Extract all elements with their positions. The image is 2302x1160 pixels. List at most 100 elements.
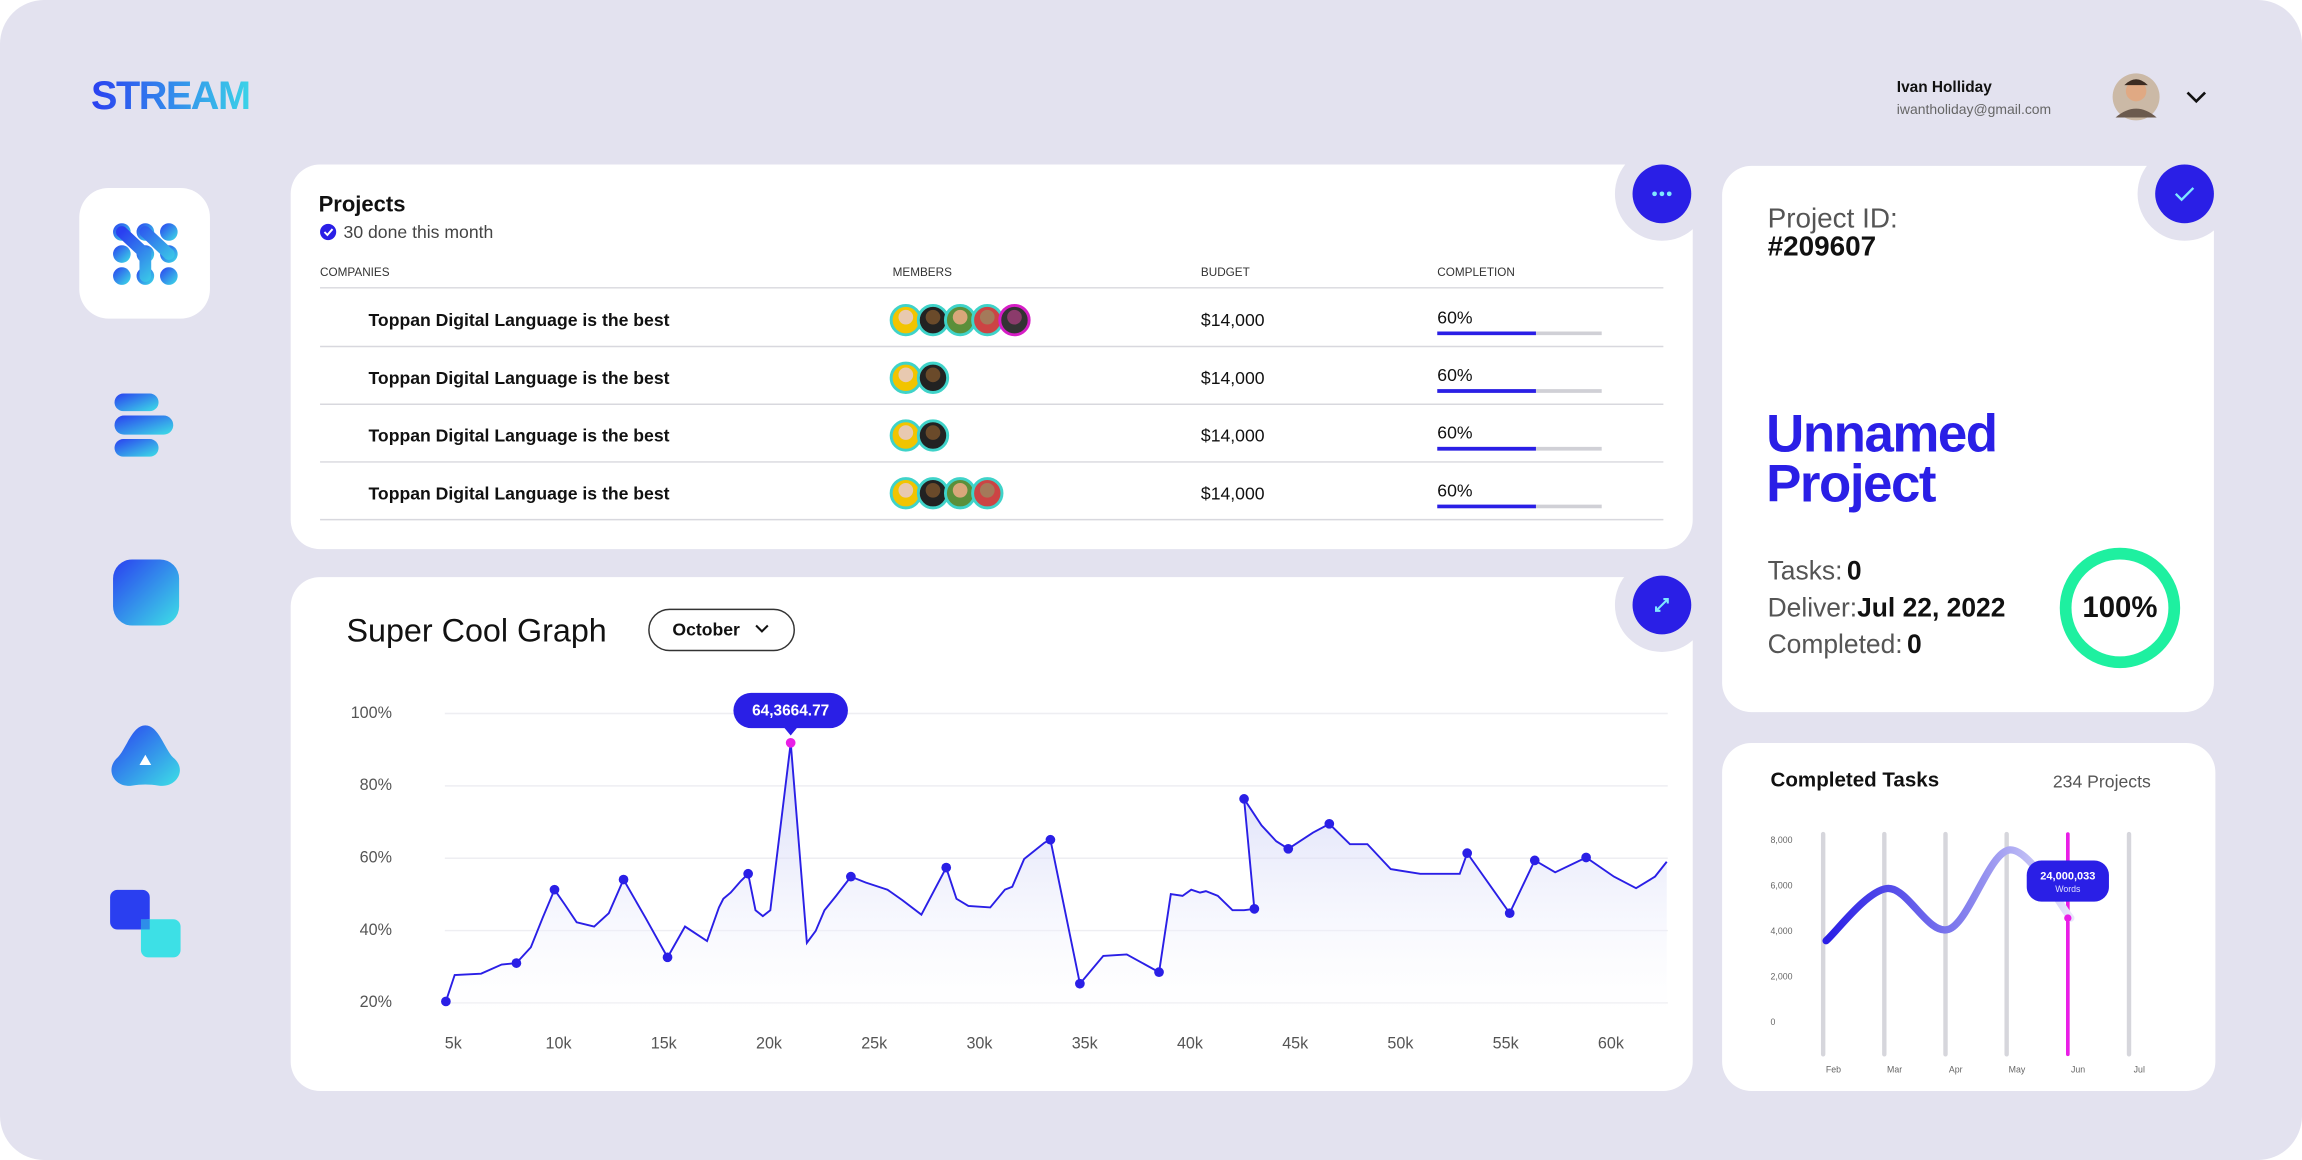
point-marker	[1324, 818, 1335, 829]
member-face	[925, 309, 941, 325]
graph-title: Super Cool Graph	[346, 612, 606, 648]
nav-icon-squares[interactable]	[110, 889, 181, 958]
tooltip-label: 64,3664.77	[752, 702, 829, 719]
stat-value: 0	[1907, 629, 1922, 659]
stat-value: 0	[1847, 556, 1862, 586]
member-face	[925, 482, 941, 498]
graph-expand-button[interactable]	[1632, 575, 1692, 635]
budget: $14,000	[1201, 368, 1265, 388]
stat-label: Tasks:	[1768, 556, 1843, 586]
point-marker	[1239, 794, 1249, 804]
member-face	[898, 309, 914, 325]
tooltip-pointer	[783, 726, 799, 736]
nav-icon-network[interactable]	[113, 223, 178, 285]
x-tick-label: Apr	[1949, 1065, 1963, 1075]
x-tick-label: Jun	[2071, 1065, 2085, 1075]
member-face	[925, 425, 941, 440]
x-tick-label: 25k	[861, 1034, 888, 1052]
y-tick-label: 60%	[360, 848, 392, 866]
point-marker	[1504, 908, 1515, 919]
member-face	[979, 482, 995, 498]
column-header: BUDGET	[1201, 266, 1250, 279]
member-avatars	[889, 303, 1031, 337]
project-confirm-button[interactable]	[2155, 164, 2214, 224]
projects-more-button[interactable]	[1632, 164, 1692, 224]
column-header: COMPLETION	[1437, 266, 1515, 279]
tasks-count: 234 Projects	[2053, 771, 2151, 791]
point-marker	[549, 884, 560, 895]
y-tick-label: 6,000	[1771, 881, 1793, 891]
x-tick-label: 5k	[445, 1034, 463, 1052]
point-marker	[1075, 978, 1085, 989]
line	[444, 742, 1668, 1002]
project-id: #209607	[1768, 231, 1877, 262]
column-header: MEMBERS	[893, 266, 952, 279]
member-face	[952, 482, 968, 498]
budget: $14,000	[1201, 426, 1265, 446]
member-face	[898, 482, 914, 498]
tasks-card	[1722, 742, 2216, 1091]
member-face	[952, 309, 968, 325]
x-tick-label: 45k	[1282, 1034, 1309, 1052]
tooltip	[2026, 860, 2109, 902]
member-avatars	[889, 477, 1004, 510]
highlight-point	[2064, 914, 2072, 922]
x-tick-label: 60k	[1598, 1034, 1625, 1052]
x-tick-label: 10k	[545, 1034, 572, 1052]
tooltip-value: 24,000,033	[2040, 871, 2095, 883]
budget: $14,000	[1201, 483, 1265, 503]
nav-icon-list[interactable]	[114, 393, 174, 457]
point-marker	[1581, 852, 1591, 863]
y-tick-label: 8,000	[1771, 835, 1793, 845]
y-tick-label: 2,000	[1771, 971, 1793, 981]
company-name: Toppan Digital Language is the best	[368, 368, 669, 388]
progress-label: 100%	[2082, 591, 2157, 624]
tooltip	[733, 692, 848, 729]
y-tick-label: 0	[1771, 1017, 1776, 1027]
tooltip-unit: Words	[2055, 884, 2081, 894]
projects-card	[290, 164, 1693, 550]
point-marker	[743, 868, 753, 879]
y-tick-label: 20%	[360, 993, 392, 1011]
member-face	[898, 425, 914, 440]
projects-title: Projects	[319, 191, 406, 216]
area	[445, 742, 1667, 1014]
point-marker	[441, 996, 451, 1007]
x-tick-label: 30k	[966, 1034, 993, 1052]
member-face	[1007, 309, 1022, 325]
point-marker	[1529, 855, 1540, 866]
stat-label: Completed:	[1768, 629, 1903, 659]
x-tick-label: 35k	[1072, 1034, 1099, 1052]
x-tick-label: 50k	[1387, 1034, 1414, 1052]
user-avatar[interactable]	[2112, 73, 2160, 121]
user-menu-chevron[interactable]	[2186, 91, 2207, 104]
brand-logo: STREAM	[91, 74, 249, 118]
member-face	[925, 367, 941, 383]
member-avatars	[889, 419, 950, 452]
user-email: iwantholiday@gmail.com	[1897, 101, 2051, 117]
project-stats: Deliver:Jul 22, 2022	[1768, 592, 2006, 622]
project-name: Project	[1766, 454, 1936, 513]
y-tick-label: 80%	[360, 776, 392, 794]
x-tick-label: 55k	[1493, 1034, 1520, 1052]
point-marker	[941, 862, 952, 873]
month-dropdown[interactable]	[648, 608, 795, 652]
completion-label: 60%	[1437, 480, 1473, 500]
member-face	[979, 309, 995, 325]
projects-subtitle: 30 done this month	[344, 222, 494, 242]
project-stats: Completed: 0	[1768, 629, 1922, 659]
nav-icon-triangle[interactable]	[111, 725, 180, 786]
stat-value: Jul 22, 2022	[1857, 592, 2005, 622]
x-tick-label: 20k	[756, 1034, 783, 1052]
project-name: Unnamed	[1766, 405, 1996, 464]
x-tick-label: 15k	[651, 1034, 678, 1052]
nav-icon-blob[interactable]	[113, 559, 180, 626]
x-tick-label: Mar	[1887, 1065, 1902, 1075]
company-name: Toppan Digital Language is the best	[368, 310, 669, 330]
company-name: Toppan Digital Language is the best	[368, 483, 669, 503]
point-marker	[785, 737, 796, 748]
point-marker	[1283, 843, 1294, 854]
member-face	[898, 367, 914, 383]
x-tick-label: 40k	[1177, 1034, 1204, 1052]
